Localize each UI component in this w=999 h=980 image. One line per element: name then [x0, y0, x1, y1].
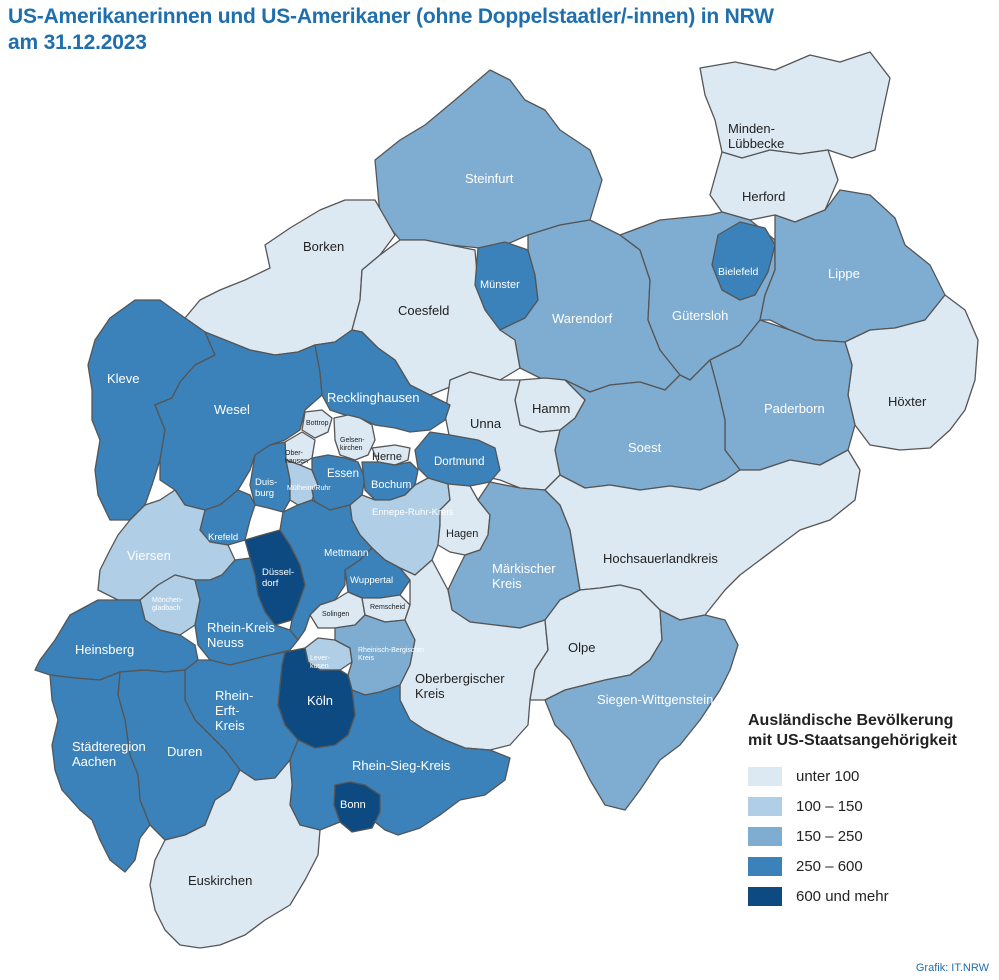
region-siegen-wittgenstein[interactable] — [544, 609, 739, 811]
label-kleve: Kleve — [107, 371, 140, 386]
region-dortmund[interactable] — [414, 431, 501, 487]
label-bottrop: Bottrop — [306, 420, 329, 427]
label-moenchengladbach: Mönchen-gladbach — [152, 597, 184, 612]
label-bielefeld: Bielefeld — [718, 266, 758, 278]
label-hoexter: Höxter — [888, 394, 927, 409]
label-wesel: Wesel — [214, 402, 250, 417]
region-rhein-kreis-neuss[interactable] — [194, 557, 299, 666]
region-gelsenkirchen[interactable] — [333, 414, 376, 461]
region-staedteregion-aachen[interactable] — [49, 671, 151, 873]
label-warendorf: Warendorf — [552, 311, 613, 326]
legend-swatch — [748, 826, 782, 846]
region-euskirchen[interactable] — [149, 759, 321, 949]
region-recklinghausen[interactable] — [314, 329, 451, 433]
legend-title: Ausländische Bevölkerung mit US-Staatsan… — [748, 711, 957, 751]
region-bonn[interactable] — [333, 781, 381, 833]
region-oberbergischer-kreis[interactable] — [399, 559, 549, 751]
legend-label: 600 und mehr — [796, 887, 889, 905]
label-steinfurt: Steinfurt — [465, 171, 514, 186]
legend: Ausländische Bevölkerung mit US-Staatsan… — [748, 711, 957, 907]
region-bielefeld[interactable] — [711, 221, 776, 301]
label-duisburg: Duis-burg — [255, 477, 277, 499]
label-rheinisch-bergischer-kreis: Rheinisch-Bergischer Kreis — [358, 647, 425, 662]
label-hamm: Hamm — [532, 401, 570, 416]
label-coesfeld: Coesfeld — [398, 303, 449, 318]
label-rhein-kreis-neuss: Rhein-Kreis Neuss — [207, 620, 275, 650]
label-ennepe-ruhr: Ennepe-Ruhr-Kreis — [372, 507, 454, 518]
label-guetersloh: Gütersloh — [672, 308, 728, 323]
label-bonn: Bonn — [340, 799, 366, 811]
region-shapes — [34, 51, 979, 949]
label-soest: Soest — [628, 440, 662, 455]
legend-item: 250 – 600 — [748, 855, 957, 877]
label-solingen: Solingen — [322, 611, 349, 618]
label-minden-luebbecke: Minden-Lübbecke — [728, 121, 784, 151]
map-title: US-Amerikanerinnen und US-Amerikaner (oh… — [8, 4, 774, 56]
legend-swatch — [748, 796, 782, 816]
legend-label: unter 100 — [796, 767, 860, 785]
label-herne: Herne — [372, 451, 402, 463]
label-dortmund: Dortmund — [434, 456, 485, 468]
label-staedteregion-aachen: Städteregion Aachen — [72, 739, 146, 769]
label-hochsauerlandkreis: Hochsauerlandkreis — [603, 551, 718, 566]
legend-swatch — [748, 856, 782, 876]
region-steinfurt[interactable] — [374, 69, 603, 249]
label-maerkischer-kreis: Märkischer Kreis — [492, 561, 556, 591]
label-euskirchen: Euskirchen — [188, 873, 252, 888]
label-oberbergischer-kreis: Oberbergischer Kreis — [415, 671, 505, 701]
label-oberhausen: Ober-hausen — [285, 450, 308, 465]
legend-title-line2: mit US-Staatsangehörigkeit — [748, 732, 957, 749]
label-remscheid: Remscheid — [370, 604, 405, 611]
label-gelsenkirchen: Gelsen-kirchen — [340, 437, 365, 452]
label-viersen: Viersen — [127, 548, 171, 563]
label-essen: Essen — [327, 468, 359, 480]
label-leverkusen: Lever-kusen — [310, 655, 331, 670]
legend-swatch — [748, 886, 782, 906]
map-title-line1: US-Amerikanerinnen und US-Amerikaner (oh… — [8, 5, 774, 28]
label-borken: Borken — [303, 239, 344, 254]
map-title-line2: am 31.12.2023 — [8, 31, 147, 54]
region-wesel[interactable] — [154, 331, 323, 511]
legend-swatch — [748, 766, 782, 786]
label-rhein-sieg-kreis: Rhein-Sieg-Kreis — [352, 758, 451, 773]
legend-item: 150 – 250 — [748, 825, 957, 847]
label-duesseldorf: Düssel-dorf — [262, 567, 294, 589]
region-herford[interactable] — [709, 149, 839, 223]
label-unna: Unna — [470, 416, 502, 431]
label-hagen: Hagen — [446, 528, 478, 540]
label-recklinghausen: Recklinghausen — [327, 390, 420, 405]
label-koeln: Köln — [307, 693, 333, 708]
label-olpe: Olpe — [568, 640, 595, 655]
label-paderborn: Paderborn — [764, 401, 825, 416]
legend-label: 150 – 250 — [796, 827, 863, 845]
region-minden-luebbecke[interactable] — [699, 51, 891, 159]
label-muelheim: Mülheim/Ruhr — [287, 485, 331, 492]
label-bochum: Bochum — [371, 479, 411, 491]
label-lippe: Lippe — [828, 266, 860, 281]
label-siegen-wittgenstein: Siegen-Wittgenstein — [597, 692, 713, 707]
legend-item: unter 100 — [748, 765, 957, 787]
label-wuppertal: Wuppertal — [350, 575, 393, 586]
legend-label: 100 – 150 — [796, 797, 863, 815]
credit: Grafik: IT.NRW — [915, 962, 989, 974]
label-dueren: Duren — [167, 744, 202, 759]
label-herford: Herford — [742, 189, 785, 204]
region-bottrop[interactable] — [301, 409, 333, 439]
label-krefeld: Krefeld — [208, 532, 238, 543]
label-muenster: Münster — [480, 279, 520, 291]
legend-item: 600 und mehr — [748, 885, 957, 907]
label-heinsberg: Heinsberg — [75, 642, 134, 657]
legend-item: 100 – 150 — [748, 795, 957, 817]
legend-title-line1: Ausländische Bevölkerung — [748, 712, 954, 729]
label-mettmann: Mettmann — [324, 548, 368, 559]
label-rhein-erft-kreis: Rhein-Erft-Kreis — [215, 688, 253, 733]
region-labels: Minden-Lübbecke Herford Steinfurt Borken… — [72, 121, 927, 888]
legend-label: 250 – 600 — [796, 857, 863, 875]
